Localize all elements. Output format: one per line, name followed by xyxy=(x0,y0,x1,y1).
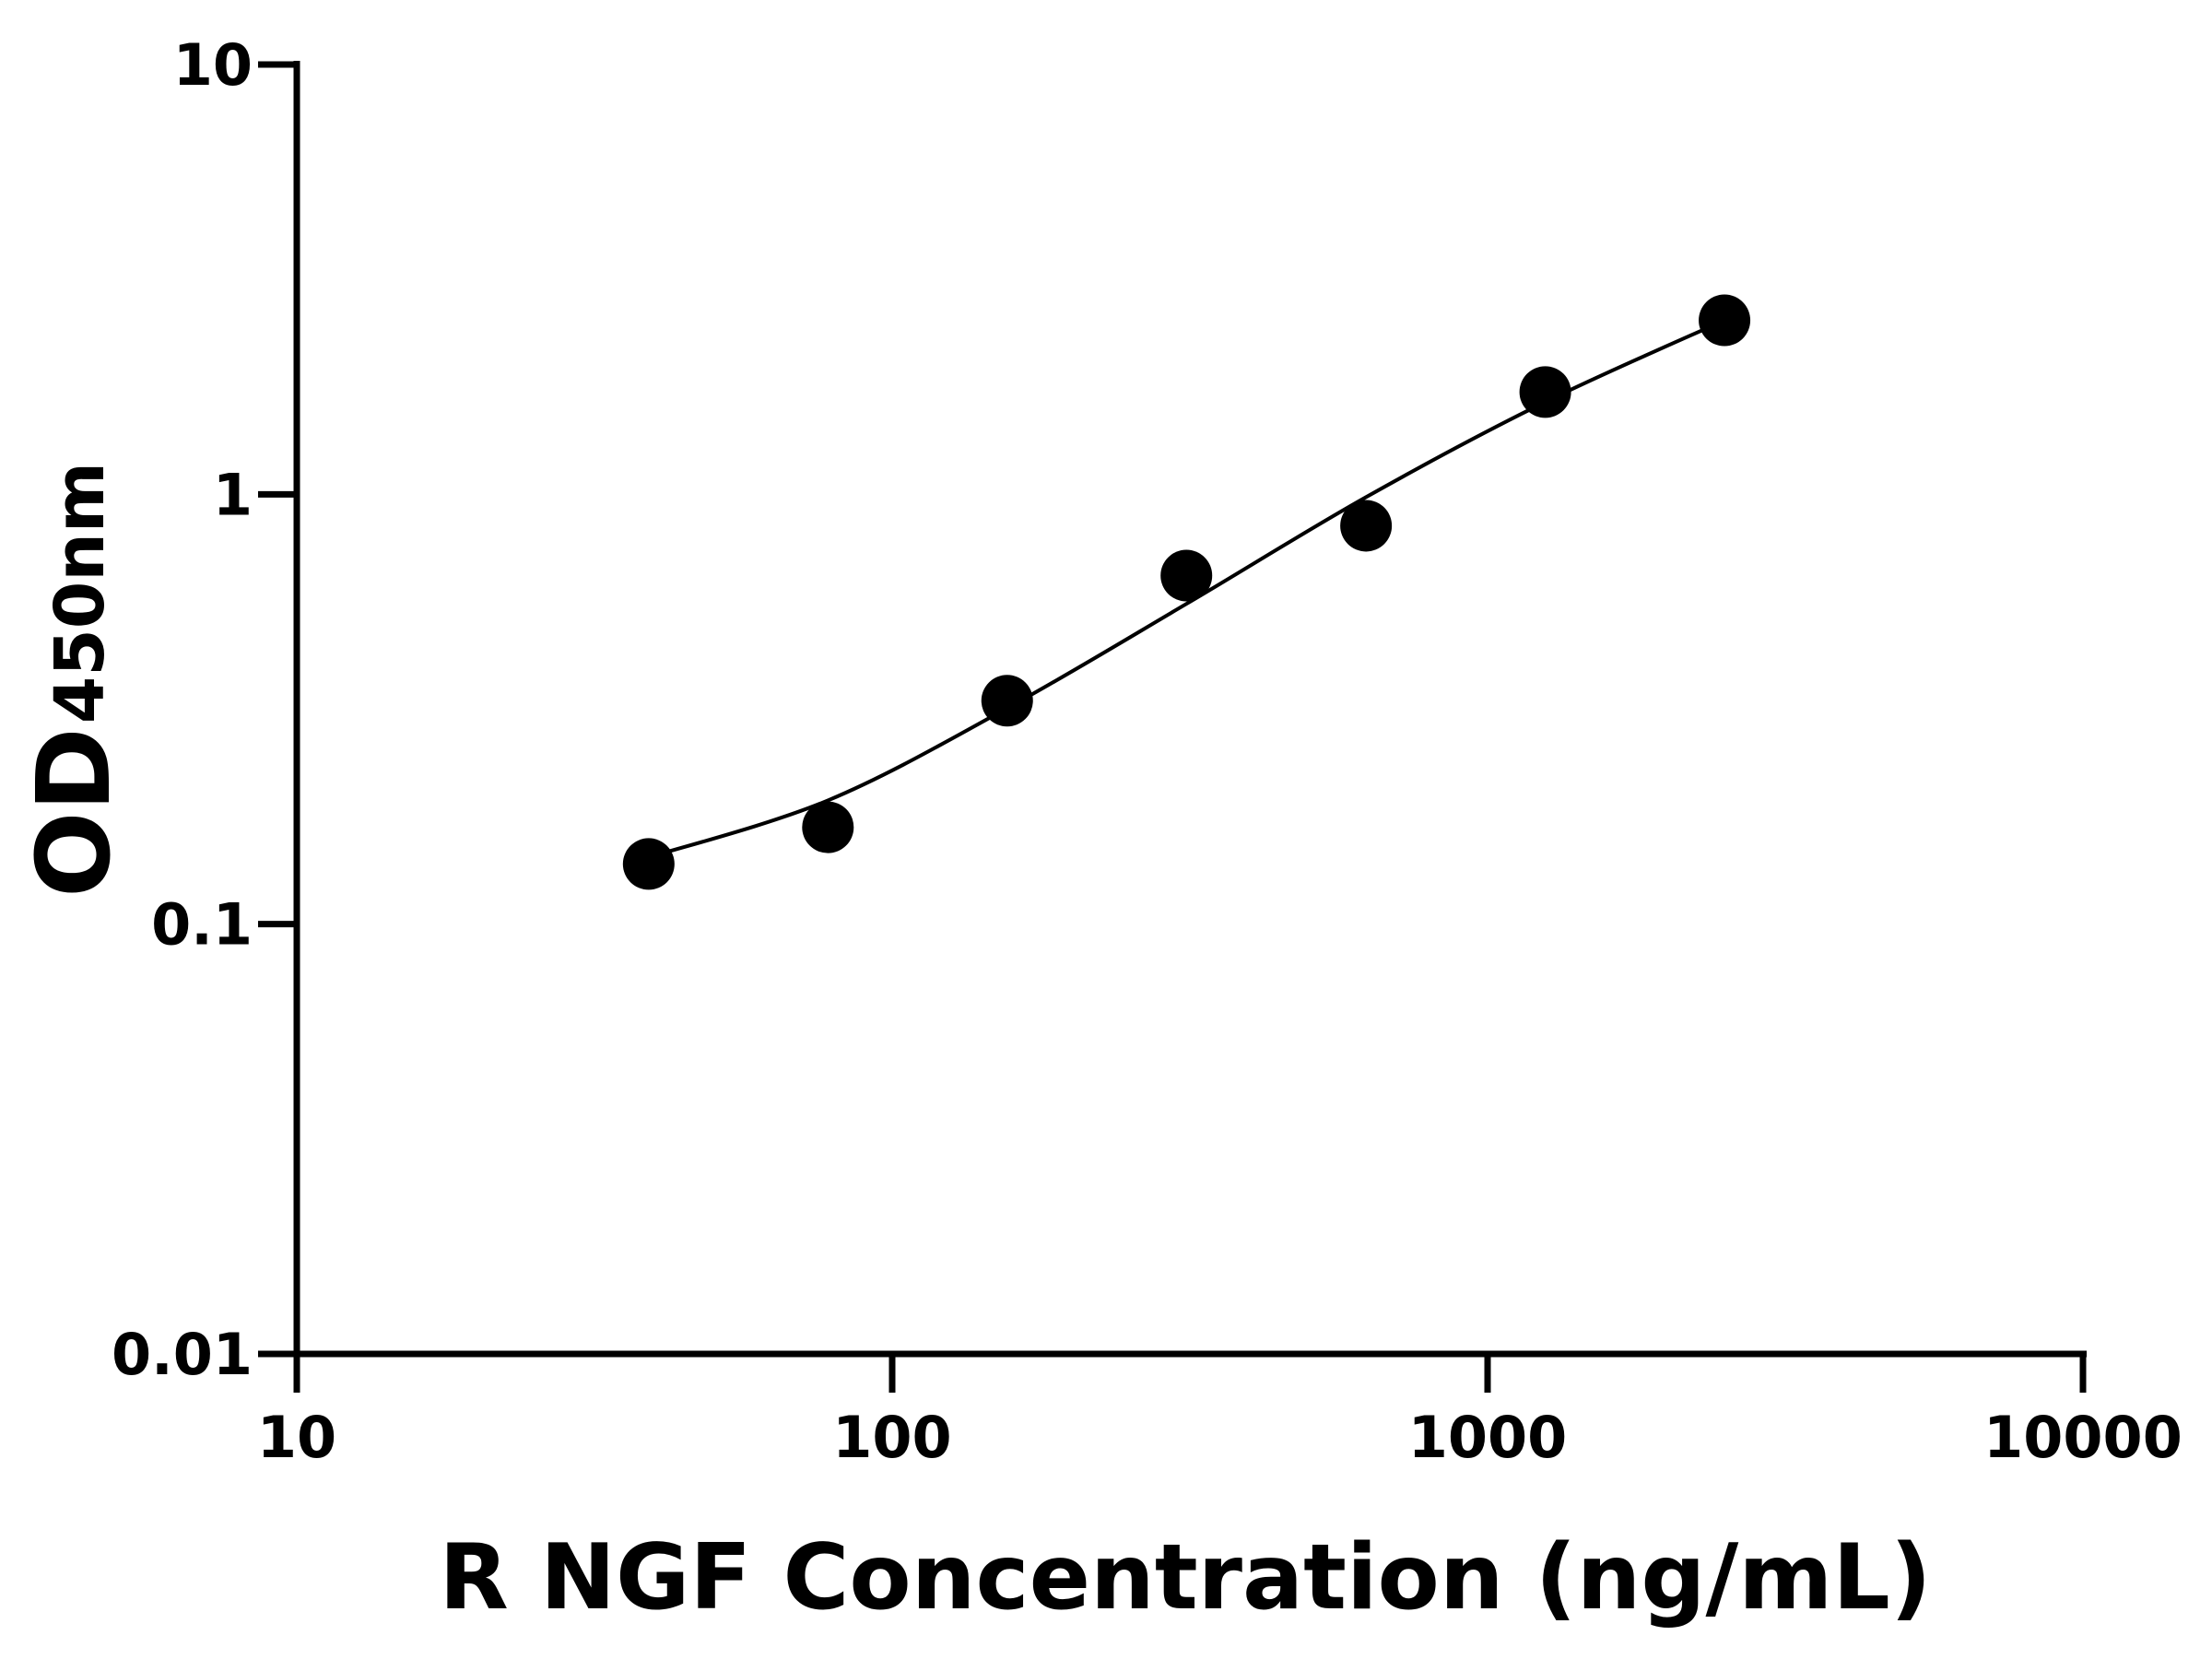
data-point xyxy=(1160,549,1213,602)
y-axis-title: OD 450nm xyxy=(15,462,133,898)
data-point xyxy=(1699,294,1751,347)
data-point xyxy=(981,675,1033,727)
data-point xyxy=(1340,500,1393,552)
data-point xyxy=(1519,366,1571,418)
y-axis-title-main: OD xyxy=(15,727,133,898)
data-point xyxy=(802,801,854,853)
x-tick-label: 1000 xyxy=(1408,1404,1568,1471)
x-tick-label: 10 xyxy=(257,1404,336,1471)
y-tick-label: 0.01 xyxy=(112,1321,253,1388)
x-tick-label: 100 xyxy=(832,1404,951,1471)
y-tick-label: 1 xyxy=(213,461,253,528)
y-tick-label: 10 xyxy=(173,31,253,99)
y-axis-title-sub: 450nm xyxy=(41,462,120,724)
x-axis-title: R NGF Concentration (ng/mL) xyxy=(439,1525,1931,1630)
x-tick-label: 10000 xyxy=(1983,1404,2183,1471)
data-point xyxy=(622,838,675,890)
y-tick-label: 0.1 xyxy=(151,891,253,959)
